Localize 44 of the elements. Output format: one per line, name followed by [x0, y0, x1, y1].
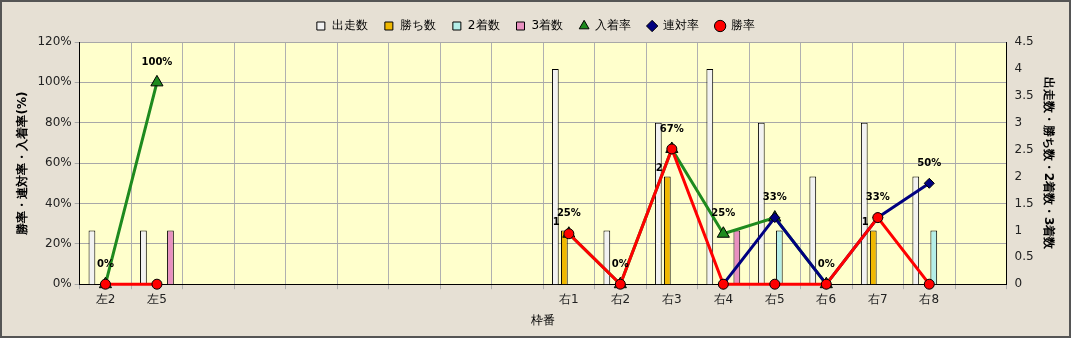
y2-tick-label: 2 — [1014, 168, 1023, 183]
data-label: 50% — [917, 156, 942, 168]
data-label: 33% — [865, 191, 890, 203]
data-label: 0% — [817, 257, 835, 269]
legend-label: 3着数 — [531, 18, 564, 33]
legend-label: 勝ち数 — [399, 18, 436, 33]
y2-tick-label: 1 — [1014, 222, 1023, 237]
y2-axis-title: 出走数・勝ち数・2着数・3着数 — [1041, 76, 1056, 251]
x-tick-label: 右4 — [713, 291, 734, 306]
x-tick-label: 左5 — [147, 291, 167, 306]
legend-label: 勝率 — [731, 18, 756, 33]
y2-tick-label: 2.5 — [1014, 141, 1034, 156]
x-tick-label: 右8 — [919, 291, 940, 306]
y-tick-label: 0% — [52, 276, 72, 291]
x-tick-label: 右5 — [764, 291, 785, 306]
y2-tick-label: 4.5 — [1014, 34, 1034, 49]
y-tick-label: 60% — [45, 155, 72, 170]
data-label: 1 — [861, 215, 869, 227]
x-tick-label: 右1 — [559, 291, 579, 306]
y-tick-label: 120% — [37, 34, 72, 49]
y2-tick-label: 0.5 — [1014, 249, 1034, 264]
legend-label: 2着数 — [467, 18, 500, 33]
y2-tick-label: 1.5 — [1014, 195, 1034, 210]
x-tick-label: 右7 — [867, 291, 888, 306]
y2-tick-label: 3 — [1014, 114, 1023, 129]
data-label: 33% — [762, 191, 787, 203]
y-tick-label: 80% — [45, 114, 72, 129]
y-tick-label: 40% — [45, 195, 72, 210]
x-tick-label: 右2 — [610, 291, 631, 306]
x-axis-title: 枠番 — [530, 312, 556, 327]
y2-tick-label: 3.5 — [1014, 87, 1034, 102]
y2-tick-label: 4 — [1014, 61, 1023, 76]
x-tick-label: 右6 — [816, 291, 837, 306]
legend-label: 出走数 — [331, 18, 368, 33]
y-tick-label: 100% — [37, 74, 72, 89]
y2-tick-label: 0 — [1014, 276, 1023, 291]
y-tick-label: 20% — [45, 235, 72, 250]
x-tick-label: 右3 — [662, 291, 682, 306]
legend-label: 連対率 — [663, 18, 700, 33]
legend-label: 入着率 — [595, 18, 632, 33]
data-label: 100% — [141, 55, 173, 67]
y-axis-title: 勝率・連対率・入着率(%) — [15, 91, 30, 236]
x-tick-label: 左2 — [95, 291, 116, 306]
data-label: 67% — [659, 122, 684, 134]
